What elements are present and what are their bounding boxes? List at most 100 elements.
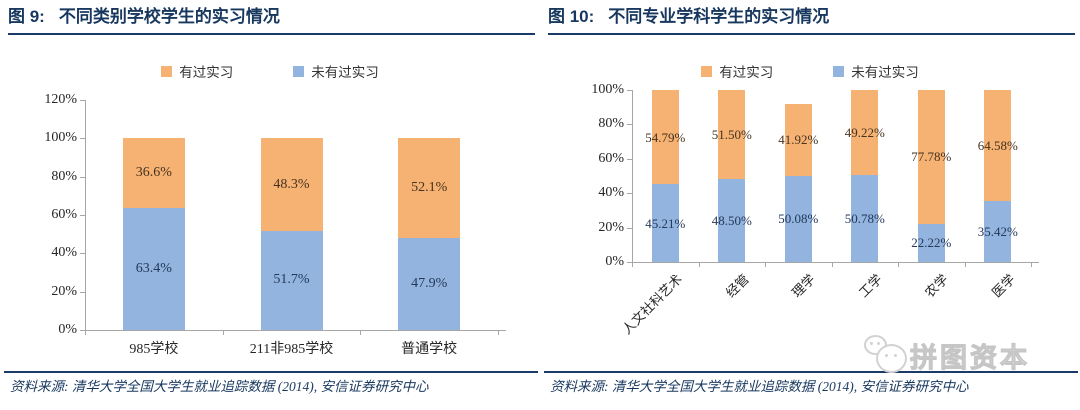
logo-bubble-large	[876, 344, 907, 373]
figure10-source-text: 资料来源: 清华大学全国大学生就业追踪数据 (2014), 安信证券研究中心	[550, 379, 969, 394]
x-axis-line	[632, 262, 1039, 263]
x-axis-label: 农学	[922, 271, 952, 301]
y-tick-label: 100%	[44, 130, 77, 146]
bar-data-label: 49.22%	[844, 124, 885, 140]
bar-segment	[398, 138, 461, 239]
figure10-title: 不同专业学科学生的实习情况	[608, 7, 830, 26]
bar-segment	[851, 90, 879, 175]
y-tick-mark	[627, 262, 632, 263]
y-tick-label: 20%	[598, 219, 624, 235]
x-tick-mark	[632, 262, 633, 267]
x-tick-mark	[1031, 262, 1032, 267]
legend-item-had-internship: 有过实习	[161, 61, 233, 81]
bar-data-label: 63.4%	[135, 261, 172, 277]
bar-data-label: 52.1%	[411, 180, 448, 196]
figure9-number: 图 9:	[8, 7, 45, 26]
legend-item-no-internship: 未有过实习	[833, 61, 919, 81]
y-tick-mark	[627, 227, 632, 229]
figure9-panel: 图 9: 不同类别学校学生的实习情况 有过实习 未有过实习 0% 20% 40% 60%…	[0, 7, 540, 396]
legend-label-no-internship: 未有过实习	[851, 65, 919, 80]
x-axis-label: 工学	[855, 271, 885, 301]
bar-data-label: 51.50%	[711, 126, 752, 142]
figure10-panel: 图 10: 不同专业学科学生的实习情况 有过实习 未有过实习 0% 20% 40% 60…	[540, 0, 1080, 410]
bar-data-label: 64.58%	[977, 138, 1018, 154]
bar-data-label: 54.79%	[645, 129, 686, 145]
y-tick-mark	[80, 253, 85, 255]
legend-swatch-blue-icon	[833, 65, 845, 77]
x-tick-mark	[360, 330, 362, 335]
figure9-legend: 有过实习 未有过实习	[0, 61, 540, 81]
y-tick-label: 100%	[591, 82, 624, 97]
x-tick-mark	[898, 262, 899, 267]
figure9-title: 不同类别学校学生的实习情况	[58, 7, 280, 26]
x-tick-mark	[698, 262, 700, 267]
x-tick-mark	[964, 262, 966, 267]
bar-segment	[122, 138, 185, 209]
bar-segment	[122, 208, 185, 330]
bar-data-label: 45.21%	[645, 215, 686, 231]
figure10-header: 图 10: 不同专业学科学生的实习情况	[548, 7, 1075, 36]
figure10-chart: 0% 20% 40% 60% 80% 100% 45.21% 54.79% 人文社科艺术 48.5…	[540, 0, 1080, 410]
y-tick-label: 120%	[44, 92, 77, 107]
y-tick-mark	[80, 176, 85, 178]
x-axis-label: 211非985学校	[249, 342, 334, 357]
y-tick-label: 60%	[598, 150, 624, 166]
y-tick-label: 40%	[598, 185, 624, 201]
y-tick-mark	[80, 215, 85, 216]
y-tick-label: 20%	[51, 283, 77, 299]
bar-data-label: 48.50%	[711, 212, 752, 228]
bar-data-label: 36.6%	[135, 165, 172, 181]
bar-data-label: 50.08%	[778, 211, 819, 227]
bar-segment	[917, 90, 945, 224]
y-tick-label: 40%	[51, 245, 77, 261]
bar-data-label: 47.9%	[411, 276, 448, 292]
y-tick-mark	[627, 158, 632, 160]
x-axis-label: 经管	[722, 271, 752, 301]
bar-data-label: 35.42%	[977, 224, 1018, 240]
y-tick-mark	[627, 193, 632, 195]
y-tick-mark	[80, 330, 85, 331]
y-tick-label: 80%	[598, 116, 624, 132]
x-axis-label: 普通学校	[401, 342, 458, 357]
x-tick-mark	[85, 330, 86, 335]
figure9-source: 资料来源: 清华大学全国大学生就业追踪数据 (2014), 安信证券研究中心	[4, 371, 538, 396]
legend-label-no-internship: 未有过实习	[311, 65, 379, 80]
y-tick-label: 0%	[605, 254, 624, 269]
bar-data-label: 50.78%	[844, 210, 885, 226]
figure9-source-text: 资料来源: 清华大学全国大学生就业追踪数据 (2014), 安信证券研究中心	[10, 379, 429, 394]
y-axis-line	[632, 90, 633, 263]
bar-segment	[984, 90, 1012, 202]
bar-segment	[917, 223, 945, 262]
brand-name-text: 拼图资本	[910, 342, 1030, 373]
bar-segment	[651, 184, 679, 262]
x-tick-mark	[498, 330, 499, 335]
bar-segment	[260, 138, 323, 231]
figure9-header: 图 9: 不同类别学校学生的实习情况	[8, 7, 535, 36]
x-axis-label: 医学	[988, 271, 1018, 301]
figure10-source: 资料来源: 清华大学全国大学生就业追踪数据 (2014), 安信证券研究中心	[544, 371, 1078, 396]
brand-watermark: 拼图资本	[862, 332, 1030, 374]
figure10-number: 图 10:	[548, 7, 595, 26]
y-tick-mark	[80, 291, 85, 293]
figure9-chart: 0% 20% 40% 60% 80% 100% 120% 63.4% 36.6% 985学校 51.…	[44, 92, 506, 357]
bar-segment	[784, 103, 812, 176]
y-tick-mark	[80, 138, 85, 140]
bar-data-label: 77.78%	[911, 149, 952, 165]
legend-label-had-internship: 有过实习	[719, 65, 774, 80]
y-axis-line	[85, 100, 86, 331]
bar-segment	[784, 175, 812, 262]
y-tick-mark	[627, 124, 632, 126]
x-axis-label: 人文社科艺术	[619, 271, 686, 338]
legend-item-no-internship: 未有过实习	[293, 61, 379, 81]
bar-segment	[984, 201, 1012, 262]
figure10-legend: 有过实习 未有过实习	[540, 61, 1080, 81]
legend-swatch-orange-icon	[701, 65, 713, 77]
legend-swatch-blue-icon	[293, 65, 305, 77]
bar-data-label: 22.22%	[911, 235, 952, 251]
bar-segment	[260, 230, 323, 330]
brand-logo-icon	[862, 332, 910, 374]
legend-swatch-orange-icon	[161, 65, 173, 77]
x-tick-mark	[831, 262, 833, 267]
bar-segment	[718, 90, 746, 179]
x-axis-label: 理学	[789, 271, 819, 301]
